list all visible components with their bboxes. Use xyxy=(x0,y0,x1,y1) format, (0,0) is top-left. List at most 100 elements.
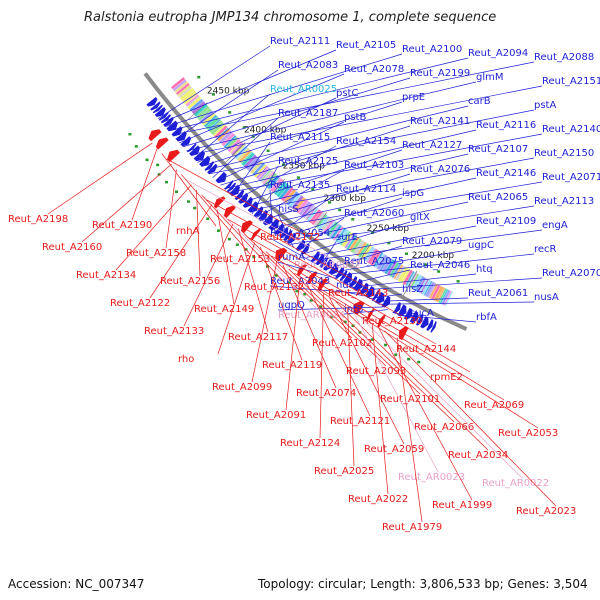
forward-gene xyxy=(320,257,329,268)
marker-dot xyxy=(309,299,313,302)
reverse-gene xyxy=(167,149,180,163)
feature-band-segment xyxy=(430,284,441,300)
reverse-gene-label: Reut_A2074 xyxy=(296,388,356,399)
reverse-gene-label: Reut_A2158 xyxy=(126,248,186,259)
reverse-gene-connector xyxy=(161,153,217,227)
marker-dot xyxy=(456,280,460,283)
marker-dot xyxy=(134,145,138,148)
forward-gene-label: gltX xyxy=(410,212,430,223)
forward-gene xyxy=(430,321,437,333)
forward-gene-connector xyxy=(260,173,411,222)
feature-band-segment xyxy=(433,285,444,302)
forward-gene xyxy=(207,163,218,175)
feature-band-segment xyxy=(337,229,349,245)
forward-gene-label: Reut_A2154 xyxy=(336,136,396,147)
forward-gene-label: htq xyxy=(476,264,493,275)
feature-band-segment xyxy=(232,144,246,157)
forward-gene xyxy=(154,107,166,117)
forward-gene xyxy=(253,206,264,218)
reverse-gene-label: Reut_A2101 xyxy=(380,394,440,405)
forward-gene-label: Reut_A2116 xyxy=(476,120,536,131)
feature-band-segment xyxy=(356,241,367,257)
marker-dot xyxy=(405,252,409,255)
feature-band-segment xyxy=(195,106,210,119)
forward-gene xyxy=(238,192,249,204)
feature-band-segment xyxy=(322,219,335,234)
reverse-gene-label: Reut_A2099 xyxy=(212,382,272,393)
forward-gene-connector xyxy=(277,213,295,248)
forward-gene-label: rbfA xyxy=(476,312,497,323)
reverse-gene-connector xyxy=(311,285,455,423)
reverse-gene-label: Reut_A2102 xyxy=(312,338,372,349)
forward-gene-label: hisZ xyxy=(402,284,423,295)
reverse-gene-label: Reut_A2091 xyxy=(246,410,306,421)
reverse-gene-label: Reut_A2156 xyxy=(160,276,220,287)
marker-dot xyxy=(358,331,362,334)
feature-band-segment xyxy=(221,132,235,147)
forward-gene xyxy=(175,131,187,142)
reverse-gene-label: Reut_A2023 xyxy=(516,506,576,517)
forward-gene-label: ugpQ xyxy=(278,300,305,311)
forward-gene-connector xyxy=(224,129,477,190)
forward-gene xyxy=(420,316,429,329)
forward-gene-label: Reut_A2109 xyxy=(476,216,536,227)
marker-dot xyxy=(303,292,307,296)
feature-band-segment xyxy=(374,253,385,268)
feature-band-segment xyxy=(429,283,439,299)
feature-band-segment xyxy=(229,141,242,154)
forward-gene-label: Reut_A2146 xyxy=(476,168,536,179)
accession-text: Accession: NC_007347 xyxy=(8,577,145,591)
forward-gene-label: Reut_A2070 xyxy=(542,268,600,279)
forward-gene-label: Reut_A2187 xyxy=(278,108,338,119)
feature-band-segment xyxy=(348,236,360,252)
reverse-gene-connector xyxy=(317,289,539,429)
forward-gene-connector xyxy=(397,314,477,323)
forward-gene-connector xyxy=(157,45,271,119)
reverse-gene-label: Reut_A2172 xyxy=(260,232,320,243)
reverse-gene-connector xyxy=(282,264,337,389)
marker-dot xyxy=(193,206,197,210)
forward-gene-connector xyxy=(332,253,535,277)
forward-gene-label: Reut_A2115 xyxy=(270,132,330,143)
feature-band-segment xyxy=(409,273,420,289)
forward-gene-connector xyxy=(228,133,543,193)
marker-dot xyxy=(165,180,169,184)
reverse-gene-label: Reut_AR0023 xyxy=(398,472,465,483)
scale-tick xyxy=(355,243,372,267)
marker-dot xyxy=(216,229,220,232)
reverse-gene-connector xyxy=(249,237,437,345)
feature-band-segment xyxy=(311,210,323,225)
feature-band-segment xyxy=(346,235,358,250)
forward-gene xyxy=(397,304,407,317)
marker-dot xyxy=(156,163,160,167)
reverse-gene-label: Reut_AR0024 xyxy=(278,310,345,321)
forward-gene-connector xyxy=(247,157,535,211)
reverse-gene-connector xyxy=(131,148,158,221)
forward-gene-connector xyxy=(175,69,279,140)
reverse-gene-label: rho xyxy=(178,354,194,365)
marker-dot xyxy=(266,149,270,153)
forward-gene-label: Reut_A2199 xyxy=(410,68,470,79)
reverse-gene-connector xyxy=(115,184,192,271)
forward-gene xyxy=(381,295,391,308)
forward-gene-connector xyxy=(255,169,345,218)
forward-gene-connector xyxy=(220,125,411,186)
reverse-gene-label: Reut_AR0022 xyxy=(482,478,549,489)
forward-gene-connector xyxy=(171,61,535,136)
reverse-gene-connector xyxy=(396,337,423,523)
reverse-gene-label: Reut_A2066 xyxy=(414,422,474,433)
scale-tick-label: 2300 kbp xyxy=(324,194,367,204)
reverse-gene xyxy=(275,247,288,262)
reverse-gene-connector xyxy=(285,277,301,411)
forward-gene-label: pstA xyxy=(534,100,556,111)
marker-dot xyxy=(187,200,191,203)
scale-tick xyxy=(186,102,208,122)
marker-dot xyxy=(287,281,291,284)
reverse-gene xyxy=(240,220,253,234)
reverse-gene-connector xyxy=(196,189,201,277)
feature-band-segment xyxy=(186,95,200,107)
marker-dot xyxy=(394,353,398,356)
feature-band-segment xyxy=(189,98,204,112)
